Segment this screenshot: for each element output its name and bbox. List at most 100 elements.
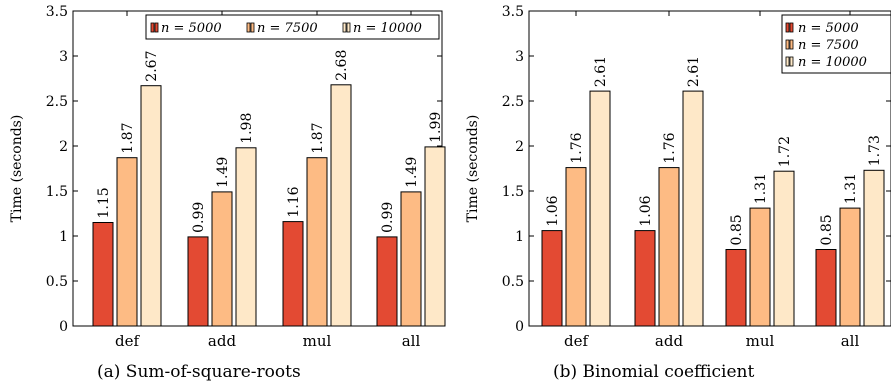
x-tick-label: def <box>564 332 589 350</box>
bar-value-label: 1.98 <box>239 113 255 144</box>
y-tick-label: 2 <box>59 139 68 155</box>
bar-value-label: 1.06 <box>545 195 561 226</box>
bar-value-label: 2.61 <box>686 56 702 87</box>
y-axis-label: Time (seconds) <box>465 115 481 223</box>
y-axis-label: Time (seconds) <box>9 115 25 223</box>
bar <box>863 169 885 327</box>
legend-label: n = 10000 <box>353 21 422 36</box>
bar <box>839 207 861 327</box>
legend-swatch <box>789 22 794 33</box>
bar-value-label: 1.16 <box>286 186 302 217</box>
y-tick-label: 3 <box>59 49 68 65</box>
bar-value-label: 2.68 <box>334 50 350 81</box>
y-tick-label: 0.5 <box>46 274 68 290</box>
y-tick-label: 1 <box>59 229 68 245</box>
y-tick-label: 1 <box>515 229 524 245</box>
bar <box>682 90 704 327</box>
legend-swatch <box>789 39 794 50</box>
bar-value-label: 1.99 <box>428 112 444 143</box>
bar-value-label: 1.76 <box>662 132 678 163</box>
bar <box>306 157 328 327</box>
x-tick-label: all <box>402 332 421 350</box>
legend-label: n = 7500 <box>257 21 318 36</box>
bar-value-label: 1.15 <box>96 187 112 218</box>
bar-value-label: 0.85 <box>729 214 745 245</box>
bar <box>330 84 352 327</box>
bar <box>376 236 398 327</box>
x-tick-label: def <box>115 332 140 350</box>
legend-swatch <box>342 22 347 33</box>
bar-value-label: 1.31 <box>753 173 769 204</box>
legend-swatch <box>346 22 351 33</box>
x-tick-label: mul <box>746 332 775 350</box>
y-tick-label: 2 <box>515 139 524 155</box>
bar <box>187 236 209 327</box>
bar <box>400 191 422 327</box>
legend-swatch <box>246 22 251 33</box>
legend-label: n = 10000 <box>798 55 867 70</box>
y-tick-label: 1.5 <box>46 184 68 200</box>
bar <box>92 222 114 327</box>
bar <box>634 230 656 327</box>
legend-swatch <box>789 56 794 67</box>
chart-panel-b: 0 0.5 1 1.5 2 2.5 3 3.5 Time (seconds) def 1.06 1.7… <box>465 4 891 350</box>
bar-value-label: 0.99 <box>191 202 207 233</box>
bar <box>658 167 680 327</box>
bar <box>589 90 611 327</box>
bar-value-label: 1.31 <box>843 173 859 204</box>
bar <box>424 146 446 327</box>
bar-value-label: 1.76 <box>569 132 585 163</box>
legend-swatch <box>785 22 790 33</box>
bar-value-label: 1.49 <box>404 157 420 188</box>
legend-swatch <box>150 22 155 33</box>
x-tick-label: add <box>655 332 684 350</box>
x-tick-label: mul <box>303 332 332 350</box>
bar <box>541 230 563 327</box>
bar <box>815 249 837 327</box>
y-tick-label: 3 <box>515 49 524 65</box>
x-tick-label: all <box>841 332 860 350</box>
bar-value-label: 2.61 <box>593 56 609 87</box>
legend-label: n = 5000 <box>798 21 859 36</box>
bar <box>211 191 233 327</box>
legend-swatch <box>250 22 255 33</box>
bar-value-label: 1.72 <box>777 136 793 167</box>
y-tick-label: 3.5 <box>46 4 68 20</box>
plot-frame <box>528 10 891 327</box>
y-tick-label: 1.5 <box>502 184 524 200</box>
legend-label: n = 7500 <box>798 38 859 53</box>
caption-a: (a) Sum-of-square-roots <box>97 362 301 382</box>
bar <box>725 249 747 327</box>
legend-swatch <box>785 39 790 50</box>
bar <box>749 207 771 327</box>
bar <box>116 157 138 327</box>
caption-b: (b) Binomial coefficient <box>553 362 755 382</box>
bar-value-label: 1.87 <box>120 123 136 154</box>
bar-value-label: 1.73 <box>867 135 883 166</box>
legend-swatch <box>154 22 159 33</box>
legend-box <box>145 14 440 40</box>
bar <box>140 85 162 327</box>
y-tick-label: 0 <box>59 319 68 335</box>
y-tick-label: 0.5 <box>502 274 524 290</box>
bar-value-label: 0.99 <box>380 202 396 233</box>
y-tick-label: 3.5 <box>502 4 524 20</box>
chart-panel-a: 0 0.5 1 1.5 2 2.5 3 3.5 Time (seconds) def 1.15 1.8… <box>9 4 446 350</box>
bar <box>773 170 795 327</box>
bar-value-label: 0.85 <box>819 214 835 245</box>
bar <box>282 221 304 327</box>
legend-box <box>781 14 891 74</box>
bar <box>235 147 257 327</box>
bar-value-label: 1.06 <box>638 195 654 226</box>
bar-value-label: 1.49 <box>215 157 231 188</box>
y-tick-label: 0 <box>515 319 524 335</box>
bar-value-label: 1.87 <box>310 123 326 154</box>
legend-label: n = 5000 <box>161 21 222 36</box>
bar <box>565 167 587 327</box>
y-tick-label: 2.5 <box>46 94 68 110</box>
bar-value-label: 2.67 <box>144 51 160 82</box>
y-tick-label: 2.5 <box>502 94 524 110</box>
x-tick-label: add <box>208 332 237 350</box>
legend-swatch <box>785 56 790 67</box>
